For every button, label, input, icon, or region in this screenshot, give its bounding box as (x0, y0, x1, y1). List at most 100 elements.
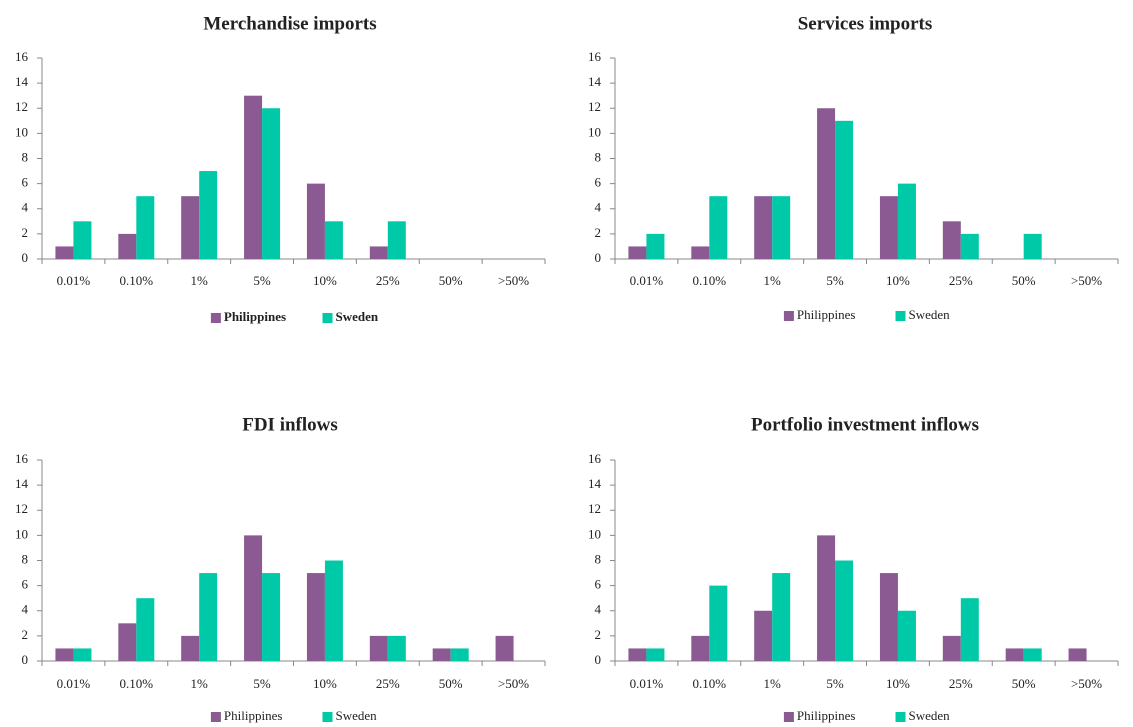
bar (118, 623, 137, 661)
bar (199, 171, 218, 259)
y-tick-label: 2 (22, 627, 29, 642)
bar (772, 196, 791, 259)
legend-swatch (322, 313, 333, 323)
bar (387, 221, 406, 259)
x-tick-label: 0.01% (57, 273, 91, 288)
bar (691, 635, 710, 661)
bar (772, 573, 791, 661)
bar (1005, 648, 1024, 661)
bar (262, 573, 281, 661)
y-tick-label: 10 (15, 124, 28, 139)
y-tick-label: 16 (15, 49, 29, 64)
legend-label: Philippines (797, 708, 856, 723)
bar (136, 598, 155, 661)
bar (646, 648, 665, 661)
x-tick-label: >50% (1071, 676, 1102, 691)
y-tick-label: 0 (22, 250, 29, 265)
bar (244, 535, 263, 661)
y-tick-label: 0 (595, 250, 602, 265)
y-tick-label: 14 (588, 476, 602, 491)
bar (879, 573, 898, 661)
bar (646, 233, 665, 259)
x-tick-label: 5% (253, 676, 271, 691)
x-tick-label: 0.01% (57, 676, 91, 691)
bar (628, 246, 647, 259)
x-tick-label: 5% (826, 273, 844, 288)
bar (942, 635, 961, 661)
x-tick-label: 50% (1012, 273, 1036, 288)
y-tick-label: 6 (595, 175, 602, 190)
chart-title: Services imports (798, 13, 933, 34)
bar (73, 648, 92, 661)
y-tick-label: 16 (588, 49, 602, 64)
bar (495, 635, 514, 661)
x-tick-label: 10% (313, 273, 337, 288)
x-tick-label: 0.01% (630, 676, 664, 691)
bar (897, 183, 916, 259)
bar (73, 221, 92, 259)
bar (55, 246, 74, 259)
bar (432, 648, 451, 661)
chart: Portfolio investment inflows 0 2 4 6 8 10 12 14 1… (588, 414, 1119, 723)
y-tick-label: 14 (588, 74, 602, 89)
y-tick-label: 10 (588, 124, 601, 139)
x-tick-label: >50% (498, 273, 529, 288)
bar (1068, 648, 1087, 661)
y-tick-label: 8 (595, 149, 602, 164)
bar (244, 95, 263, 259)
x-tick-label: 25% (376, 676, 400, 691)
y-tick-label: 10 (588, 526, 601, 541)
x-tick-label: 50% (1012, 676, 1036, 691)
x-tick-label: 0.10% (693, 676, 727, 691)
x-tick-label: >50% (1071, 273, 1102, 288)
bar (118, 233, 137, 259)
bar (369, 246, 388, 259)
x-tick-label: 10% (886, 676, 910, 691)
bar (324, 560, 343, 661)
x-tick-label: 25% (949, 676, 973, 691)
bar (817, 108, 836, 259)
y-tick-label: 12 (588, 501, 601, 516)
legend-label: Philippines (224, 309, 286, 324)
y-tick-label: 4 (595, 602, 602, 617)
legend-swatch (322, 712, 333, 722)
x-tick-label: 1% (191, 273, 209, 288)
bar (817, 535, 836, 661)
bar (181, 196, 200, 259)
y-tick-label: 2 (22, 225, 29, 240)
bar (709, 196, 728, 259)
bar (754, 196, 773, 259)
y-tick-label: 0 (22, 652, 29, 667)
legend-label: Sweden (336, 309, 379, 324)
bar (754, 610, 773, 661)
bar (897, 610, 916, 661)
x-tick-label: 0.10% (120, 676, 154, 691)
chart-title: FDI inflows (242, 414, 338, 435)
bar (136, 196, 155, 259)
bar (960, 233, 979, 259)
bar (181, 635, 200, 661)
legend-label: Sweden (909, 708, 951, 723)
bar (709, 585, 728, 661)
bar (835, 120, 854, 259)
x-tick-label: 5% (253, 273, 271, 288)
legend-swatch (895, 311, 906, 321)
y-tick-label: 8 (22, 551, 29, 566)
x-tick-label: 25% (376, 273, 400, 288)
chart: FDI inflows 0 2 4 6 8 10 12 14 16 0.01% 0.10% 1% 5% 10… (15, 414, 546, 723)
y-tick-label: 14 (15, 476, 29, 491)
chart-title: Portfolio investment inflows (751, 414, 979, 435)
legend-swatch (895, 712, 906, 722)
chart-title: Merchandise imports (203, 13, 376, 34)
bar (1023, 233, 1042, 259)
legend-label: Sweden (909, 307, 951, 322)
y-tick-label: 8 (595, 551, 602, 566)
y-tick-label: 12 (15, 99, 28, 114)
y-tick-label: 0 (595, 652, 602, 667)
y-tick-label: 12 (15, 501, 28, 516)
bar (306, 183, 325, 259)
bar (879, 196, 898, 259)
bar (324, 221, 343, 259)
x-tick-label: 10% (313, 676, 337, 691)
x-tick-label: 1% (764, 676, 782, 691)
